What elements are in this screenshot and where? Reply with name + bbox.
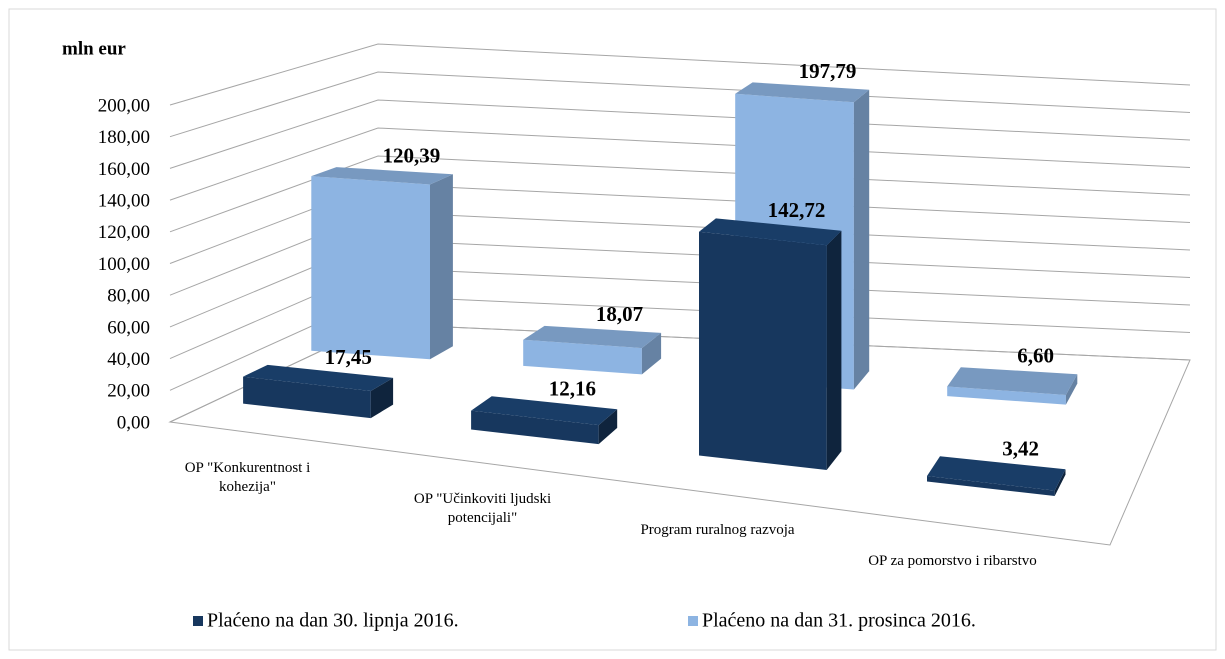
bar-side [1054,469,1066,496]
y-tick-label: 20,00 [107,381,150,402]
bar-side [853,89,870,390]
bar-side [826,230,842,470]
y-tick-label: 0,00 [117,412,150,433]
grid-line [169,127,1191,201]
y-tick-label: 80,00 [107,286,150,307]
x-tick-label: OP "Konkurentnost i kohezija" [184,460,311,496]
y-tick-label: 200,00 [98,95,150,116]
value-label: 197,79 [799,59,857,83]
x-tick-label: Program ruralnog razvoja [640,521,795,538]
bar-side [370,377,394,419]
bar-top [735,82,870,103]
bar-top [523,325,662,349]
bar-front [927,476,1055,496]
bar-front [947,386,1066,405]
y-tick-label: 140,00 [98,190,150,211]
bar-front [311,176,430,360]
y-tick-label: 100,00 [98,254,150,275]
grid-line [169,99,1191,169]
bar-side [641,332,662,375]
bar-side [598,409,618,445]
x-tick-label: OP "Učinkoviti ljudski potencijali" [413,491,552,527]
bar-front [699,231,827,470]
bar-side [1065,374,1078,405]
bar-front [471,410,599,445]
value-label: 12,16 [549,376,596,400]
value-label: 17,45 [325,345,372,369]
bar-top [471,396,618,426]
y-axis-label: mln eur [62,38,126,59]
value-label: 142,72 [768,198,826,222]
bar-top [947,367,1078,395]
y-tick-label: 180,00 [98,127,150,148]
y-tick-label: 160,00 [98,159,150,180]
x-tick-label: OP za pomorstvo i ribarstvo [868,552,1037,569]
bar-side [430,174,453,360]
bar-top [927,456,1066,491]
bar-front [523,339,642,375]
grid-line [169,43,1191,106]
y-tick-label: 120,00 [98,222,150,243]
y-tick-label: 40,00 [107,349,150,370]
bar-top [699,218,842,246]
legend-swatch [193,616,203,626]
legend-label: Plaćeno na dan 31. prosinca 2016. [702,610,976,632]
value-label: 120,39 [382,143,440,167]
bar-top [311,167,453,185]
legend-swatch [688,616,698,626]
grid-line [169,71,1191,138]
chart-frame [8,8,1217,651]
legend-label: Plaćeno na dan 30. lipnja 2016. [207,610,459,632]
bar-top [243,364,394,391]
value-label: 6,60 [1017,344,1054,368]
grid-line [169,155,1191,233]
bar-front [243,376,371,419]
value-label: 18,07 [596,302,643,326]
y-tick-label: 60,00 [107,317,150,338]
value-label: 3,42 [1002,436,1039,460]
